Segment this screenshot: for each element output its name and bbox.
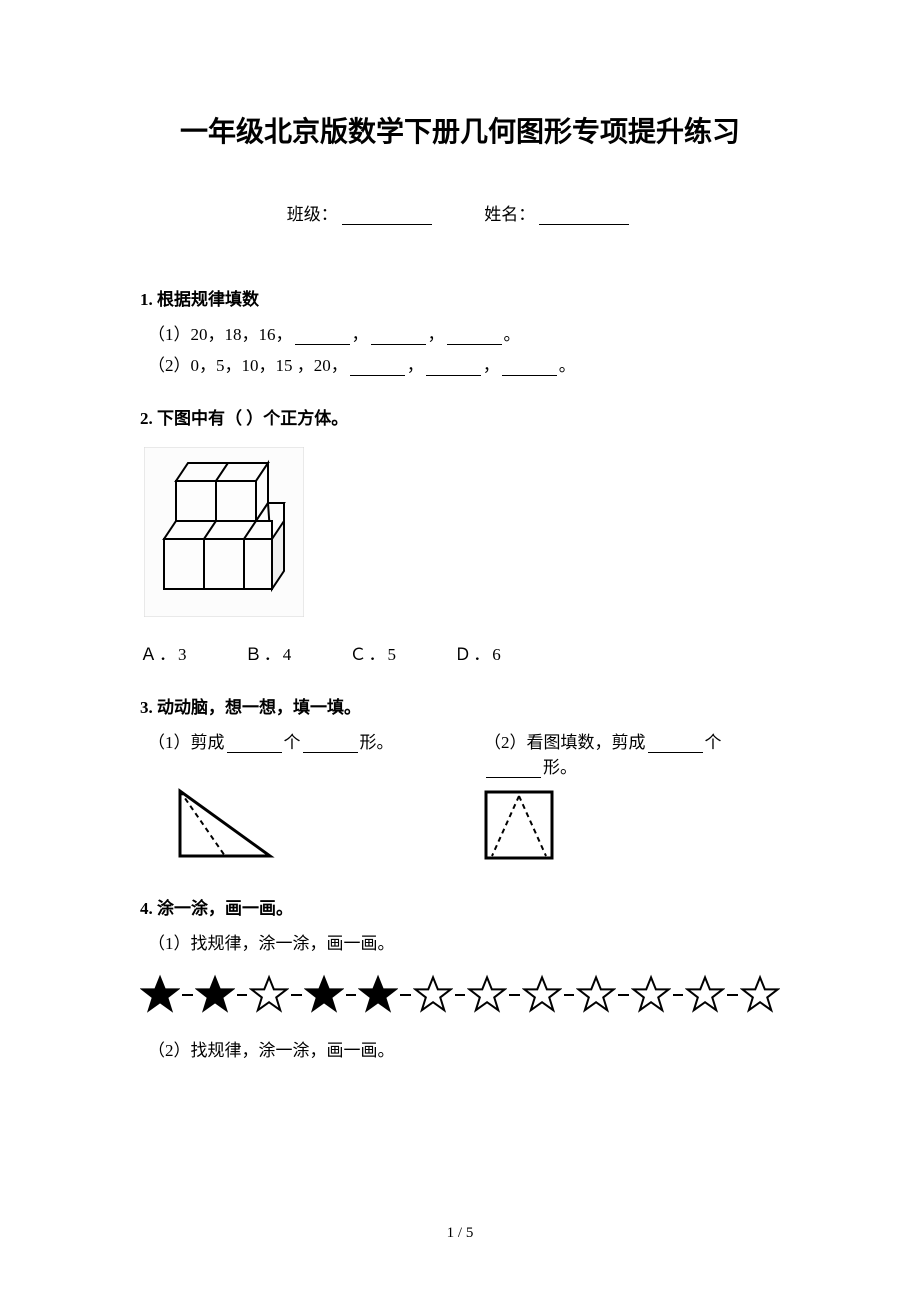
meta-row: 班级： 姓名： (140, 200, 780, 225)
q3-left: （1）剪成 个 形。 (148, 728, 444, 753)
q3-la: （1）剪成 (148, 733, 225, 752)
q1-l2-c: ， (483, 356, 500, 375)
q4-head: 4. 涂一涂，画一画。 (140, 894, 780, 919)
q3-right: （2）看图填数，剪成 个形。 (484, 728, 780, 778)
star-outline-icon (576, 972, 616, 1018)
q3-lb: 个 (284, 733, 301, 752)
q2-head: 2. 下图中有（ ）个正方体。 (140, 404, 780, 429)
star-separator (237, 994, 247, 996)
star-separator (673, 994, 683, 996)
q3-lc: 形。 (360, 733, 394, 752)
star-separator (291, 994, 301, 996)
q1-blank[interactable] (295, 344, 350, 345)
star-outline-icon (467, 972, 507, 1018)
page-title: 一年级北京版数学下册几何图形专项提升练习 (140, 110, 780, 150)
q1-blank[interactable] (447, 344, 502, 345)
star-outline-icon (740, 972, 780, 1018)
class-blank[interactable] (342, 224, 432, 225)
q3-head: 3. 动动脑，想一想，填一填。 (140, 693, 780, 718)
q1-l2-d: 。 (559, 356, 576, 375)
q1-blank[interactable] (502, 375, 557, 376)
q3-blank[interactable] (303, 752, 358, 753)
star-outline-icon (413, 972, 453, 1018)
q3-rb: 个 (705, 733, 722, 752)
star-separator (400, 994, 410, 996)
star-separator (455, 994, 465, 996)
star-separator (346, 994, 356, 996)
star-outline-icon (685, 972, 725, 1018)
q4-sub2: （2）找规律，涂一涂，画一画。 (148, 1036, 780, 1061)
star-outline-icon (631, 972, 671, 1018)
star-filled-icon (195, 972, 235, 1018)
opt-d[interactable]: Ｄ．6 (454, 645, 503, 664)
q3-ra: （2）看图填数，剪成 (484, 733, 646, 752)
star-outline-icon (522, 972, 562, 1018)
q3-blank[interactable] (648, 752, 703, 753)
q1-l1-b: ， (352, 325, 369, 344)
star-filled-icon (140, 972, 180, 1018)
q1-line2: （2）0，5，10，15 ，20， ， ， 。 (148, 351, 780, 376)
star-outline-icon (249, 972, 289, 1018)
name-blank[interactable] (539, 224, 629, 225)
q1-blank[interactable] (426, 375, 481, 376)
q1-head: 1. 根据规律填数 (140, 285, 780, 310)
square-figure (480, 786, 560, 866)
cube-figure (144, 447, 780, 622)
star-separator (182, 994, 192, 996)
star-separator (564, 994, 574, 996)
q3-blank[interactable] (486, 777, 541, 778)
stars-row (140, 972, 780, 1018)
q1-l2-a: （2）0，5，10，15 ，20， (148, 356, 348, 375)
star-separator (618, 994, 628, 996)
q1-l1-c: ， (428, 325, 445, 344)
star-separator (509, 994, 519, 996)
triangle-figure (170, 786, 280, 866)
q1-l1-d: 。 (504, 325, 521, 344)
star-filled-icon (304, 972, 344, 1018)
q2-options: Ａ．3 Ｂ．4 Ｃ．5 Ｄ．6 (140, 640, 780, 665)
q1-l1-a: （1）20，18，16， (148, 325, 293, 344)
q3-rc: 形。 (543, 758, 577, 777)
q1-blank[interactable] (371, 344, 426, 345)
star-separator (727, 994, 737, 996)
q4-sub1: （1）找规律，涂一涂，画一画。 (148, 929, 780, 954)
page-number: 1 / 5 (0, 1225, 920, 1242)
q1-blank[interactable] (350, 375, 405, 376)
opt-c[interactable]: Ｃ．5 (350, 645, 399, 664)
q3-blank[interactable] (227, 752, 282, 753)
q1-l2-b: ， (407, 356, 424, 375)
name-label: 姓名： (484, 205, 535, 224)
opt-b[interactable]: Ｂ．4 (245, 645, 294, 664)
opt-a[interactable]: Ａ．3 (140, 645, 189, 664)
q1-line1: （1）20，18，16， ， ， 。 (148, 320, 780, 345)
star-filled-icon (358, 972, 398, 1018)
class-label: 班级： (287, 205, 338, 224)
